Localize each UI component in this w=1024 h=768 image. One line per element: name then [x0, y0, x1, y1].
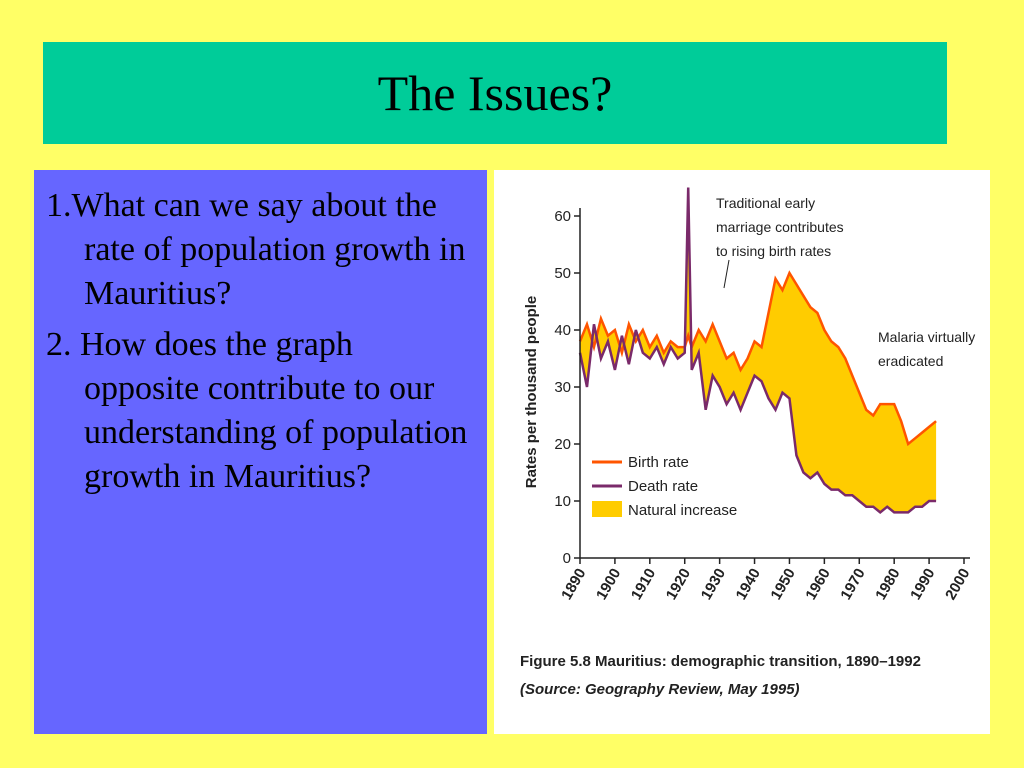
title-bar: The Issues?: [43, 42, 947, 144]
annotation-marriage: Traditional early marriage contributes t…: [716, 195, 848, 259]
figure-caption-line-2: (Source: Geography Review, May 1995): [520, 681, 800, 698]
figure-caption-line-1: Figure 5.8 Mauritius: demographic transi…: [520, 653, 921, 670]
chart-legend: Birth rate Death rate Natural increase: [592, 454, 737, 519]
y-axis-label: Rates per thousand people: [523, 296, 540, 489]
x-tick-label: 1960: [802, 566, 833, 603]
x-tick-label: 1900: [593, 566, 624, 603]
annotation-marriage-pointer: [723, 259, 730, 289]
annotation-malaria: Malaria virtually eradicated: [878, 329, 979, 369]
y-tick-label: 30: [554, 379, 571, 396]
question-2: 2. How does the graph opposite contribut…: [46, 325, 468, 496]
legend-label: Natural increase: [628, 502, 737, 519]
x-tick-label: 1920: [663, 566, 694, 603]
legend-label: Death rate: [628, 478, 698, 495]
figure-panel: 0 10 20 30 40 50 60 1890 1900 1910 1920 1930 1940 195…: [494, 170, 990, 734]
x-tick-label: 2000: [942, 566, 973, 603]
y-tick-label: 50: [554, 265, 571, 282]
y-tick-label: 60: [554, 208, 571, 225]
demographic-chart: 0 10 20 30 40 50 60 1890 1900 1910 1920 1930 1940 195…: [520, 187, 979, 698]
legend-label: Birth rate: [628, 454, 689, 471]
chart-axes: 0 10 20 30 40 50 60 1890 1900 1910 1920 1930 1940 195…: [554, 208, 973, 603]
legend-swatch-natural-increase: [592, 501, 622, 517]
y-tick-label: 0: [563, 550, 571, 567]
x-tick-label: 1940: [733, 566, 764, 603]
y-tick-label: 10: [554, 493, 571, 510]
x-tick-label: 1980: [872, 566, 903, 603]
y-tick-label: 20: [554, 436, 571, 453]
birth-rate-line: [578, 270, 937, 447]
y-tick-label: 40: [554, 322, 571, 339]
x-tick-label: 1930: [698, 566, 729, 603]
x-tick-label: 1890: [558, 566, 589, 603]
death-rate-line: [578, 187, 937, 515]
questions-panel: 1.What can we say about the rate of popu…: [34, 170, 487, 734]
x-tick-label: 1910: [628, 566, 659, 603]
natural-increase-area: [580, 187, 937, 513]
question-1: 1.What can we say about the rate of popu…: [46, 187, 466, 313]
x-tick-label: 1970: [837, 566, 868, 603]
slide-title: The Issues?: [377, 65, 613, 121]
x-tick-label: 1990: [907, 566, 938, 603]
x-tick-label: 1950: [768, 566, 799, 603]
